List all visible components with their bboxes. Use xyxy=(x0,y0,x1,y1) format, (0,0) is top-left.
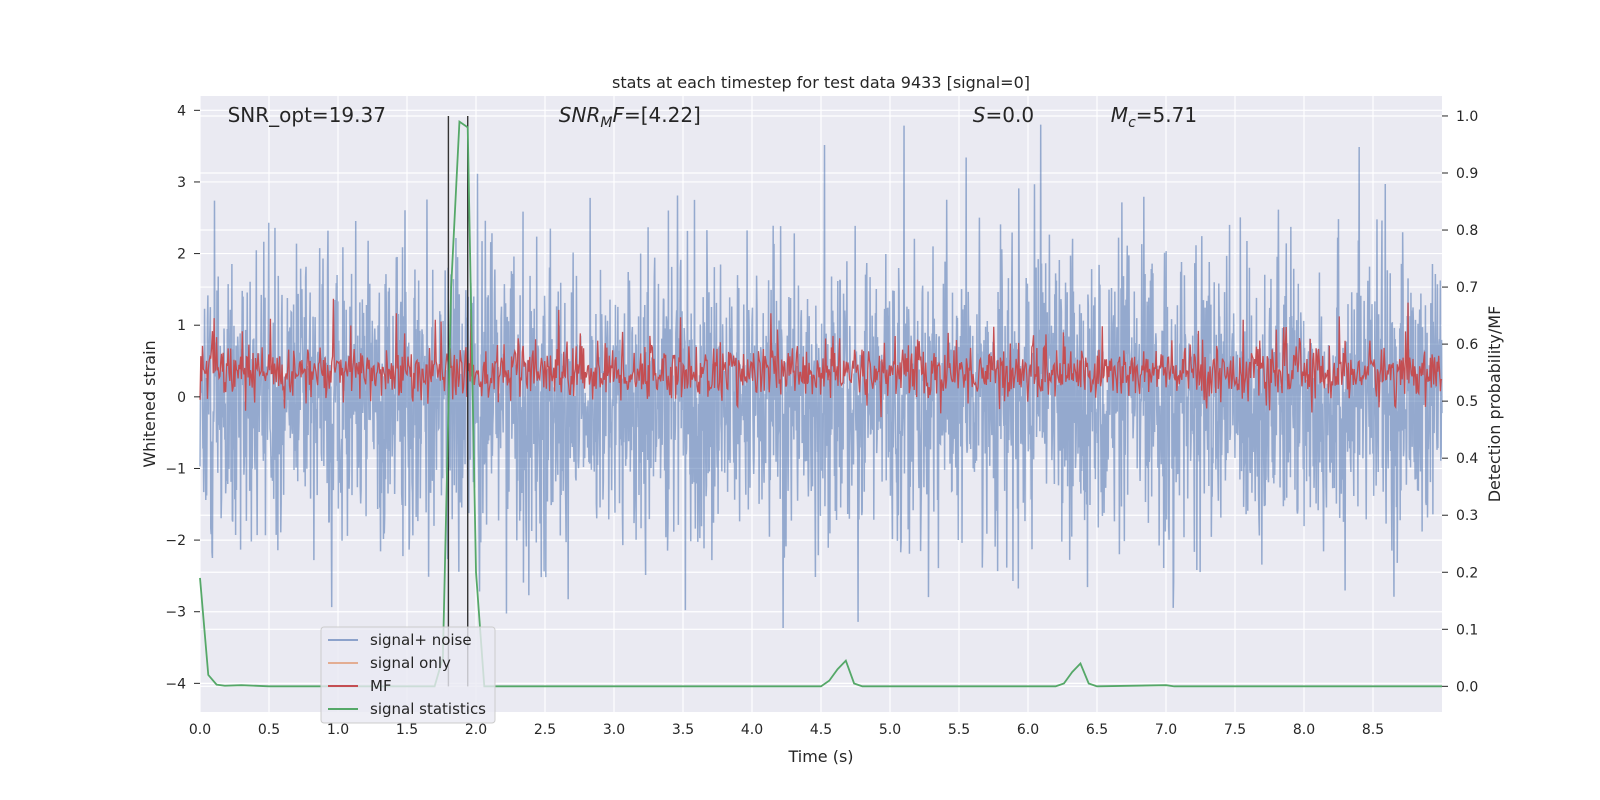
x-axis-label: Time (s) xyxy=(787,747,853,766)
y-tick-label: 0 xyxy=(177,390,186,406)
legend-label-signal-only: signal only xyxy=(370,654,451,672)
legend-label-signal-plus-noise: signal+ noise xyxy=(370,631,472,649)
x-tick-label: 4.0 xyxy=(741,722,763,738)
x-tick-label: 0.5 xyxy=(258,722,280,738)
annotation-0: SNR_opt=19.37 xyxy=(228,103,386,127)
y2-axis-label: Detection probability/MF xyxy=(1485,306,1504,503)
y2-tick-label: 0.6 xyxy=(1456,337,1478,353)
series-signal-plus-noise xyxy=(199,124,1443,629)
y2-tick-label: 0.7 xyxy=(1456,280,1478,296)
chart-title: stats at each timestep for test data 943… xyxy=(612,73,1030,92)
x-tick-label: 3.0 xyxy=(603,722,625,738)
annotation-1: SNRMF=[4.22] xyxy=(559,103,701,131)
y-tick-label: −4 xyxy=(165,676,186,692)
x-tick-label: 4.5 xyxy=(810,722,832,738)
series-signal-statistics xyxy=(199,120,1442,688)
y-tick-labels: −4 −3 −2 −1 0 1 2 3 4 xyxy=(165,103,200,692)
y-tick-label: −3 xyxy=(165,605,186,621)
legend-label-mf: MF xyxy=(370,677,392,695)
y-tick-label: −1 xyxy=(165,461,186,477)
y-tick-label: 4 xyxy=(177,103,186,119)
y2-tick-label: 0.8 xyxy=(1456,223,1478,239)
y-tick-label: 3 xyxy=(177,175,186,191)
x-tick-label: 6.0 xyxy=(1017,722,1039,738)
y2-tick-label: 0.1 xyxy=(1456,622,1478,638)
legend: signal+ noise signal only MF signal stat… xyxy=(320,626,496,724)
x-tick-label: 2.5 xyxy=(534,722,556,738)
x-tick-label: 5.5 xyxy=(948,722,970,738)
x-tick-label: 8.0 xyxy=(1293,722,1315,738)
x-tick-label: 7.5 xyxy=(1224,722,1246,738)
y2-tick-label: 0.2 xyxy=(1456,565,1478,581)
series-mf xyxy=(199,298,1443,418)
y2-tick-label: 1.0 xyxy=(1456,109,1478,125)
x-tick-labels: 0.0 0.5 1.0 1.5 2.0 2.5 3.0 3.5 4.0 4.5 5.0 5.5 6.0 6… xyxy=(189,722,1384,738)
y-tick-label: 2 xyxy=(177,247,186,263)
legend-box xyxy=(320,626,496,724)
annotation-2: S=0.0 xyxy=(973,103,1034,127)
x-tick-label: 0.0 xyxy=(189,722,211,738)
annotations: SNR_opt=19.37 SNRMF=[4.22] S=0.0 Mc=5.71 xyxy=(228,103,1197,131)
y2-tick-label: 0.3 xyxy=(1456,508,1478,524)
signal-statistics-line xyxy=(199,120,1442,688)
legend-label-signal-statistics: signal statistics xyxy=(370,700,486,718)
y2-tick-label: 0.0 xyxy=(1456,679,1478,695)
signal-plus-noise-line xyxy=(199,124,1443,629)
x-tick-label: 8.5 xyxy=(1362,722,1384,738)
x-tick-label: 1.5 xyxy=(396,722,418,738)
y-tick-label: −2 xyxy=(165,533,186,549)
x-tick-label: 1.0 xyxy=(327,722,349,738)
y-tick-label: 1 xyxy=(177,318,186,334)
y2-tick-label: 0.5 xyxy=(1456,394,1478,410)
x-tick-label: 6.5 xyxy=(1086,722,1108,738)
y-axis-label: Whitened strain xyxy=(140,340,159,467)
y2-tick-label: 0.9 xyxy=(1456,166,1478,182)
x-tick-label: 5.0 xyxy=(879,722,901,738)
x-tick-label: 7.0 xyxy=(1155,722,1177,738)
y2-tick-label: 0.4 xyxy=(1456,451,1478,467)
annotation-3: Mc=5.71 xyxy=(1111,103,1197,131)
x-tick-label: 3.5 xyxy=(672,722,694,738)
y2-tick-labels: 0.0 0.1 0.2 0.3 0.4 0.5 0.6 0.7 0.8 0.9 1.0 xyxy=(1442,109,1478,695)
mf-line xyxy=(199,298,1443,418)
x-tick-label: 2.0 xyxy=(465,722,487,738)
